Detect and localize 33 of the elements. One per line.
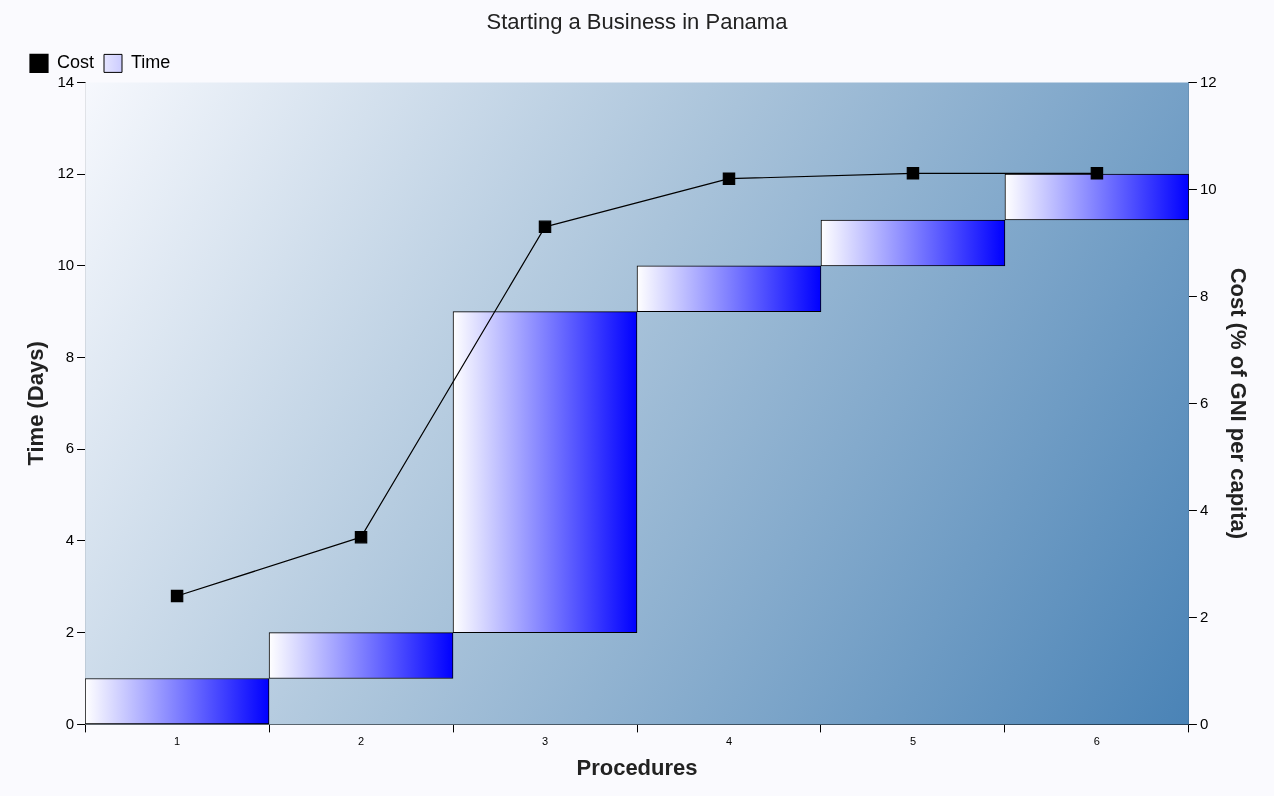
point xyxy=(170,589,184,603)
y2-tick-label: 12 xyxy=(1199,72,1217,90)
y-tick-label: 8 xyxy=(65,347,75,365)
y-tick-label: 12 xyxy=(57,164,75,182)
point xyxy=(722,172,736,185)
y-tick-label: 6 xyxy=(65,439,75,457)
y-tick-label: 0 xyxy=(65,714,75,732)
y-tick-label: 10 xyxy=(57,255,75,273)
legend-label: Cost xyxy=(57,52,95,73)
x-tick-label: 2 xyxy=(357,735,365,748)
point xyxy=(1090,167,1104,180)
y-axis-title: Time (Days) xyxy=(23,341,49,466)
point xyxy=(354,530,368,544)
legend-label: Time xyxy=(131,52,171,73)
x-tick-label: 6 xyxy=(1093,735,1100,748)
y2-axis-title: Cost (% of GNI per capita) xyxy=(1225,267,1251,540)
chart-title: Starting a Business in Panama xyxy=(486,9,789,35)
point xyxy=(538,220,552,234)
x-axis-title: Procedures xyxy=(576,754,698,780)
y2-tick-label: 6 xyxy=(1199,393,1209,411)
y2-tick-label: 4 xyxy=(1199,500,1209,518)
x-tick-label: 1 xyxy=(174,735,181,748)
y-tick-label: 14 xyxy=(57,72,75,90)
x-tick-label: 4 xyxy=(725,735,733,748)
x-tick-label: 3 xyxy=(541,735,549,748)
x-tick-label: 5 xyxy=(909,735,917,748)
y2-tick-label: 8 xyxy=(1199,286,1209,304)
y2-tick-label: 0 xyxy=(1199,714,1209,732)
y-tick-label: 4 xyxy=(65,531,75,549)
y2-tick-label: 2 xyxy=(1199,607,1209,625)
y2-tick-label: 10 xyxy=(1199,179,1217,197)
point xyxy=(906,167,920,180)
y-tick-label: 2 xyxy=(65,622,75,640)
